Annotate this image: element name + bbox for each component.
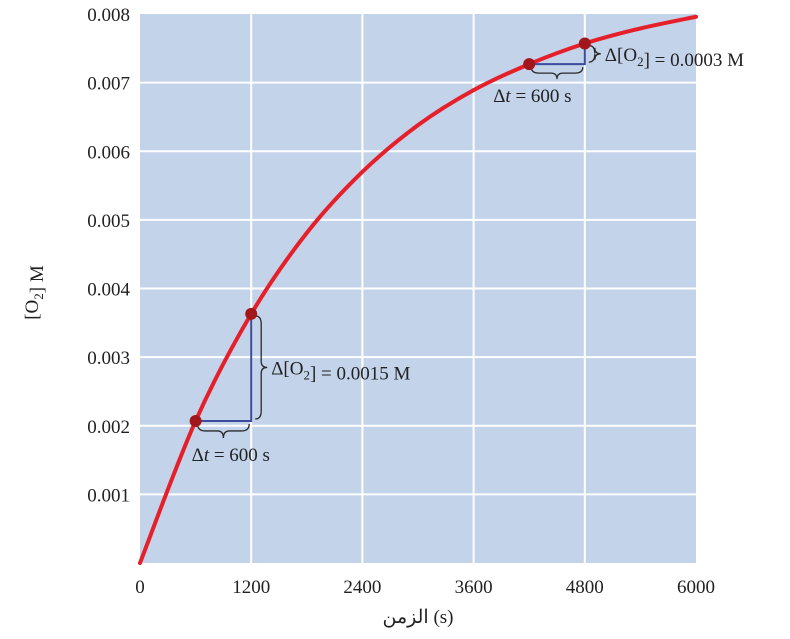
delta-conc-label: Δ[O2] = 0.0015 M (271, 358, 410, 384)
rate-annotation: Δt = 600 s Δ[O2] = 0.0015 M (192, 313, 411, 466)
y-axis-title-text: [O2] M (22, 265, 48, 320)
concentration-brace (255, 315, 268, 420)
y-tick-label: 0.002 (87, 417, 130, 438)
x-tick-label: 1200 (232, 577, 270, 598)
annotations: Δt = 600 s Δ[O2] = 0.0015 M Δt = 600 s Δ[O2… (192, 43, 744, 466)
delta-t-label: Δt = 600 s (493, 86, 571, 107)
highlight-points (189, 37, 591, 427)
y-tick-label: 0.007 (87, 74, 130, 95)
step-lines (529, 43, 586, 66)
x-tick-label: 6000 (677, 577, 715, 598)
x-tick-label: 0 (135, 577, 145, 598)
time-brace (196, 423, 250, 438)
x-tick-label: 4800 (566, 577, 604, 598)
rate-annotation: Δt = 600 s Δ[O2] = 0.0003 M (493, 43, 744, 107)
y-tick-label: 0.003 (87, 348, 130, 369)
x-axis-title: الزمن (s) (382, 607, 453, 628)
step-lines (195, 313, 253, 422)
y-tick-label: 0.004 (87, 280, 130, 301)
data-point (578, 37, 591, 50)
x-tick-label: 3600 (455, 577, 493, 598)
delta-t-label: Δt = 600 s (192, 445, 270, 466)
x-tick-label: 2400 (343, 577, 381, 598)
x-tick-labels: 0 1200 2400 3600 4800 6000 (135, 577, 715, 598)
y-tick-labels: 0.001 0.002 0.003 0.004 0.005 0.006 0.007 0.008 (87, 5, 130, 506)
data-point (245, 307, 258, 320)
concentration-brace (588, 44, 601, 63)
y-tick-label: 0.005 (87, 211, 130, 232)
y-tick-label: 0.006 (87, 142, 130, 163)
y-axis-title: [O2] M (22, 265, 48, 320)
data-point (523, 58, 536, 71)
y-tick-label: 0.001 (87, 485, 130, 506)
data-point (189, 414, 202, 427)
delta-conc-label: Δ[O2] = 0.0003 M (605, 45, 744, 71)
y-tick-label: 0.008 (87, 5, 130, 26)
grid-lines (140, 14, 696, 563)
